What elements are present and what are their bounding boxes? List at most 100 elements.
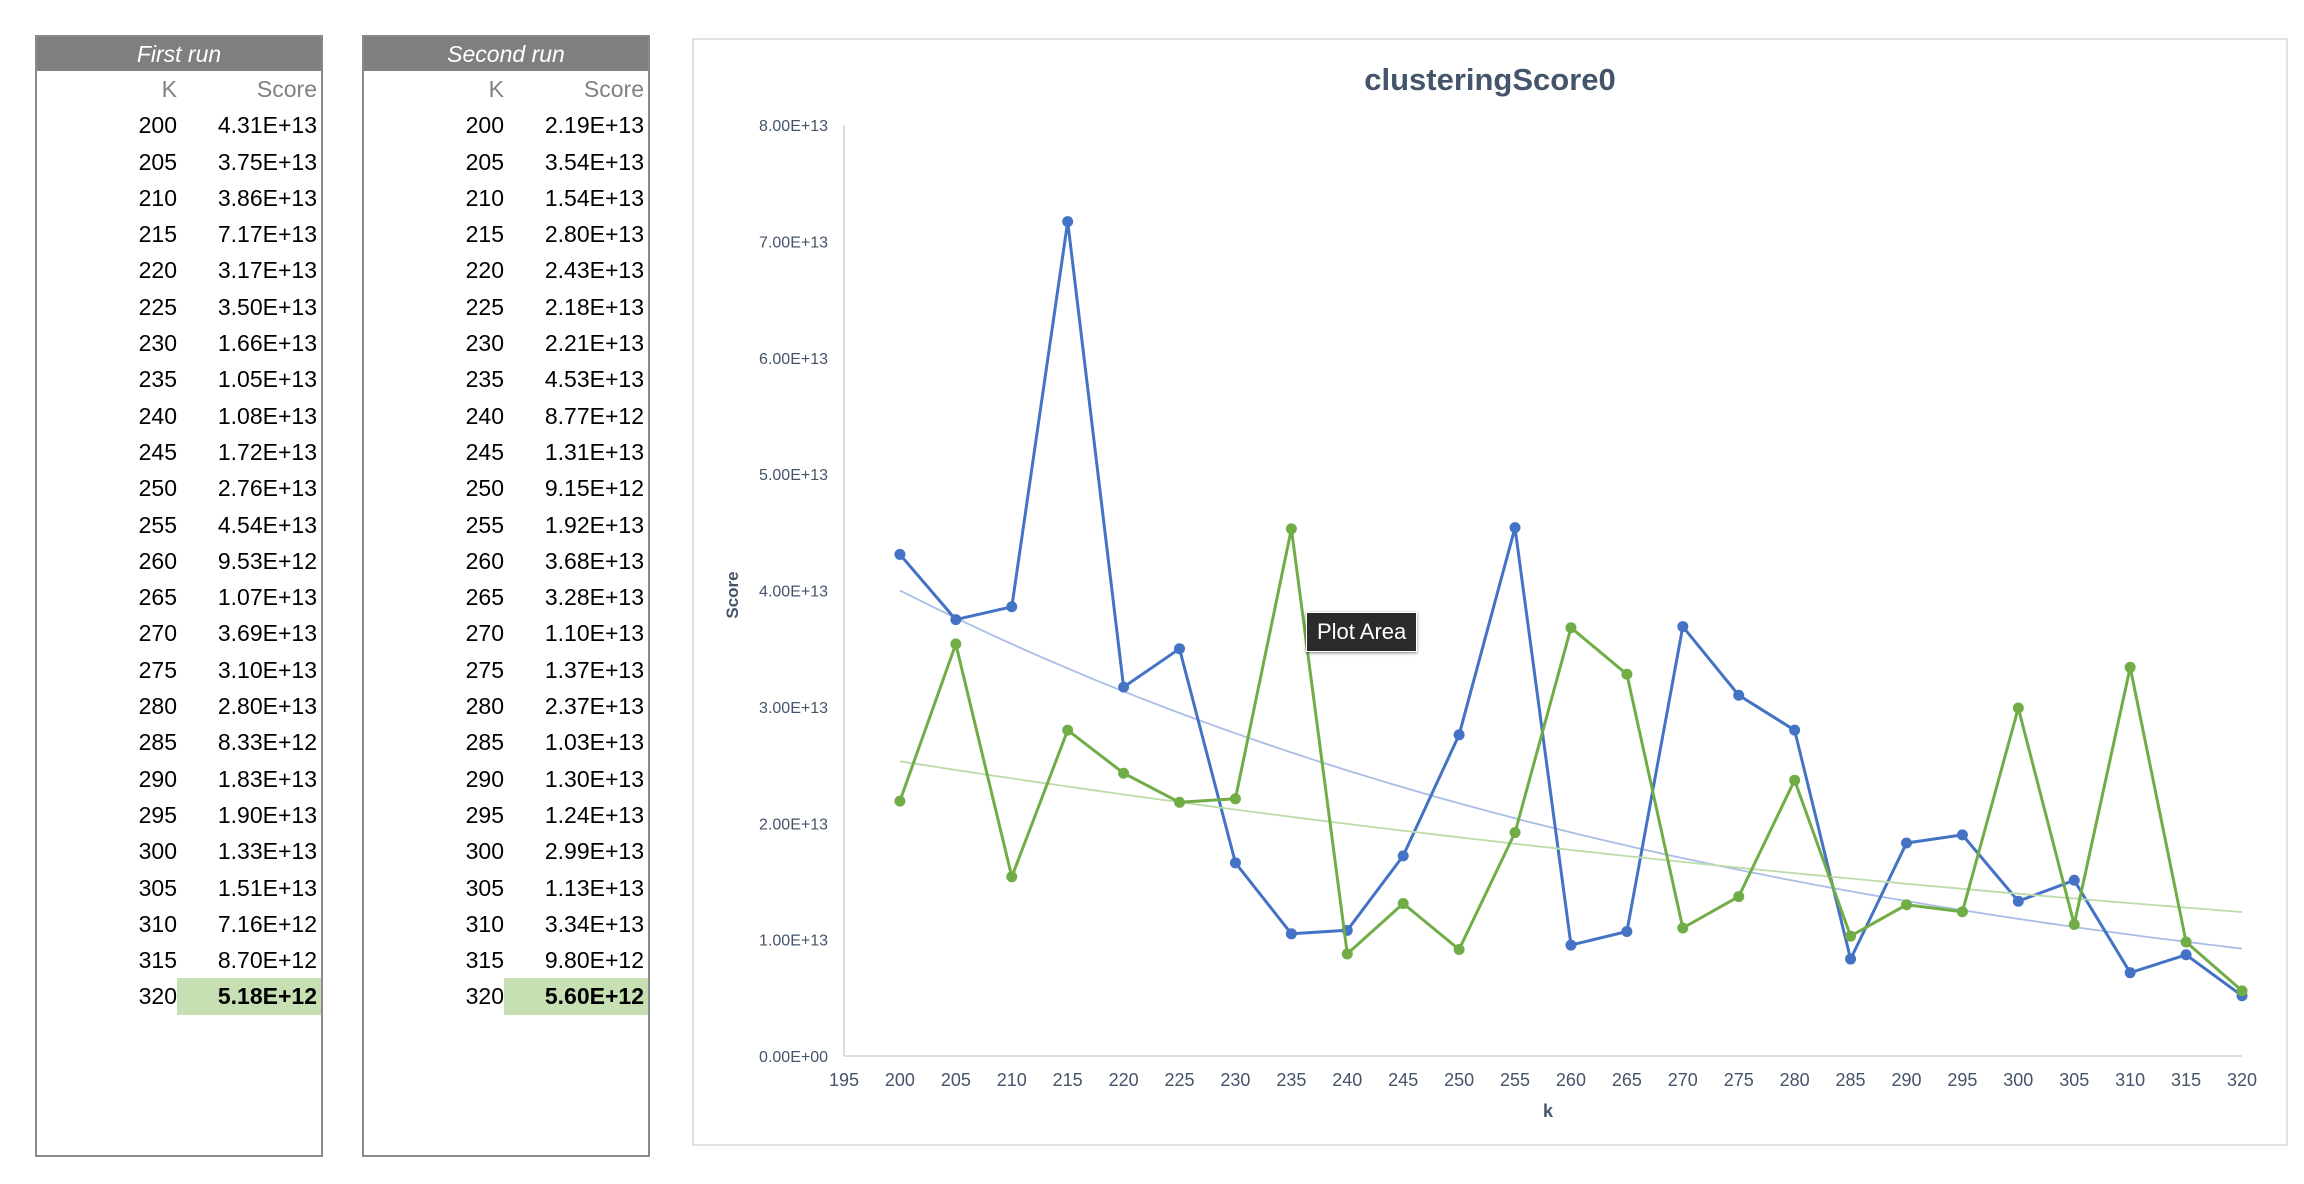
score-cell[interactable]: 2.18E+13 (544, 293, 644, 320)
score-cell[interactable]: 8.33E+12 (217, 729, 317, 756)
k-cell[interactable]: 225 (465, 293, 504, 320)
score-cell[interactable]: 8.77E+12 (544, 402, 644, 429)
score-cell[interactable]: 3.68E+13 (544, 547, 644, 574)
k-cell[interactable]: 230 (138, 330, 177, 357)
k-cell[interactable]: 245 (465, 438, 504, 465)
score-cell[interactable]: 8.70E+12 (217, 947, 317, 974)
chart-area[interactable]: clusteringScore0 Score k 0.00E+00 1.00E+1… (692, 38, 2288, 1146)
k-cell[interactable]: 205 (465, 148, 504, 175)
k-cell[interactable]: 270 (465, 620, 504, 647)
k-cell[interactable]: 240 (138, 402, 177, 429)
k-cell[interactable]: 250 (138, 475, 177, 502)
k-cell[interactable]: 255 (465, 511, 504, 538)
score-cell[interactable]: 3.34E+13 (544, 910, 644, 937)
score-cell[interactable]: 2.19E+13 (544, 112, 644, 139)
k-cell[interactable]: 205 (138, 148, 177, 175)
k-cell[interactable]: 265 (138, 584, 177, 611)
score-cell[interactable]: 7.17E+13 (217, 221, 317, 248)
k-cell[interactable]: 210 (465, 184, 504, 211)
k-cell[interactable]: 200 (465, 112, 504, 139)
plot-area[interactable]: 0.00E+00 1.00E+13 2.00E+13 3.00E+13 4.00E+13… (759, 118, 2257, 1090)
k-cell[interactable]: 285 (138, 729, 177, 756)
score-cell[interactable]: 3.10E+13 (217, 656, 317, 683)
k-cell[interactable]: 220 (138, 257, 177, 284)
score-cell[interactable]: 9.15E+12 (544, 475, 644, 502)
k-cell[interactable]: 315 (138, 947, 177, 974)
score-cell[interactable]: 9.53E+12 (217, 547, 317, 574)
k-cell[interactable]: 310 (465, 910, 504, 937)
score-cell[interactable]: 1.07E+13 (217, 584, 317, 611)
k-cell[interactable]: 240 (465, 402, 504, 429)
k-cell[interactable]: 225 (138, 293, 177, 320)
k-cell[interactable]: 295 (465, 801, 504, 828)
score-cell[interactable]: 2.76E+13 (217, 475, 317, 502)
score-cell[interactable]: 2.21E+13 (544, 330, 644, 357)
score-cell[interactable]: 1.83E+13 (217, 765, 317, 792)
k-cell[interactable]: 220 (465, 257, 504, 284)
score-cell[interactable]: 1.08E+13 (217, 402, 317, 429)
score-cell[interactable]: 3.86E+13 (217, 184, 317, 211)
score-cell[interactable]: 1.37E+13 (544, 656, 644, 683)
k-cell[interactable]: 235 (465, 366, 504, 393)
score-cell[interactable]: 2.99E+13 (544, 838, 644, 865)
k-cell[interactable]: 305 (138, 874, 177, 901)
k-cell[interactable]: 200 (138, 112, 177, 139)
k-cell[interactable]: 235 (138, 366, 177, 393)
score-cell[interactable]: 4.54E+13 (217, 511, 317, 538)
score-cell[interactable]: 2.80E+13 (217, 693, 317, 720)
k-cell[interactable]: 300 (138, 838, 177, 865)
score-cell[interactable]: 3.69E+13 (217, 620, 317, 647)
score-cell[interactable]: 1.92E+13 (544, 511, 644, 538)
k-cell[interactable]: 320 (138, 983, 177, 1010)
k-cell[interactable]: 215 (465, 221, 504, 248)
score-cell[interactable]: 9.80E+12 (544, 947, 644, 974)
score-cell[interactable]: 2.80E+13 (544, 221, 644, 248)
k-cell[interactable]: 310 (138, 910, 177, 937)
score-cell[interactable]: 1.54E+13 (544, 184, 644, 211)
score-cell[interactable]: 1.05E+13 (217, 366, 317, 393)
k-cell[interactable]: 290 (138, 765, 177, 792)
k-cell[interactable]: 320 (465, 983, 504, 1010)
score-cell[interactable]: 3.75E+13 (217, 148, 317, 175)
score-cell[interactable]: 1.10E+13 (544, 620, 644, 647)
k-cell[interactable]: 260 (465, 547, 504, 574)
score-cell[interactable]: 5.60E+12 (504, 978, 648, 1015)
k-cell[interactable]: 295 (138, 801, 177, 828)
score-cell[interactable]: 1.31E+13 (544, 438, 644, 465)
score-cell[interactable]: 1.24E+13 (544, 801, 644, 828)
score-cell[interactable]: 5.18E+12 (177, 978, 321, 1015)
k-cell[interactable]: 290 (465, 765, 504, 792)
score-cell[interactable]: 3.28E+13 (544, 584, 644, 611)
score-cell[interactable]: 1.03E+13 (544, 729, 644, 756)
score-cell[interactable]: 4.31E+13 (217, 112, 317, 139)
k-cell[interactable]: 250 (465, 475, 504, 502)
k-cell[interactable]: 230 (465, 330, 504, 357)
k-cell[interactable]: 260 (138, 547, 177, 574)
k-cell[interactable]: 270 (138, 620, 177, 647)
k-cell[interactable]: 280 (465, 693, 504, 720)
score-cell[interactable]: 3.50E+13 (217, 293, 317, 320)
k-cell[interactable]: 265 (465, 584, 504, 611)
score-cell[interactable]: 1.33E+13 (217, 838, 317, 865)
k-cell[interactable]: 215 (138, 221, 177, 248)
k-cell[interactable]: 315 (465, 947, 504, 974)
score-cell[interactable]: 2.37E+13 (544, 693, 644, 720)
score-cell[interactable]: 2.43E+13 (544, 257, 644, 284)
score-cell[interactable]: 4.53E+13 (544, 366, 644, 393)
score-cell[interactable]: 1.30E+13 (544, 765, 644, 792)
score-cell[interactable]: 1.13E+13 (544, 874, 644, 901)
k-cell[interactable]: 275 (138, 656, 177, 683)
score-cell[interactable]: 7.16E+12 (217, 910, 317, 937)
score-cell[interactable]: 1.51E+13 (217, 874, 317, 901)
score-cell[interactable]: 3.54E+13 (544, 148, 644, 175)
score-cell[interactable]: 1.72E+13 (217, 438, 317, 465)
score-cell[interactable]: 1.90E+13 (217, 801, 317, 828)
k-cell[interactable]: 255 (138, 511, 177, 538)
k-cell[interactable]: 280 (138, 693, 177, 720)
k-cell[interactable]: 300 (465, 838, 504, 865)
k-cell[interactable]: 275 (465, 656, 504, 683)
line-chart[interactable]: clusteringScore0 Score k 0.00E+00 1.00E+1… (694, 40, 2286, 1144)
k-cell[interactable]: 305 (465, 874, 504, 901)
score-cell[interactable]: 3.17E+13 (217, 257, 317, 284)
k-cell[interactable]: 210 (138, 184, 177, 211)
